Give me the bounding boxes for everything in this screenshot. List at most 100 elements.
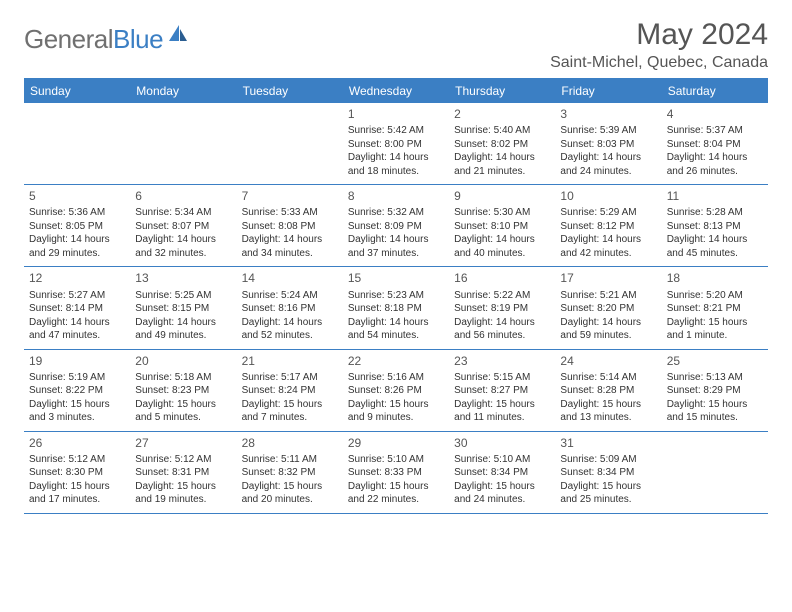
location-label: Saint-Michel, Quebec, Canada (550, 54, 768, 72)
daylight-line-2: and 3 minutes. (29, 411, 125, 425)
daylight-line-2: and 47 minutes. (29, 329, 125, 343)
sunrise-line: Sunrise: 5:12 AM (29, 453, 125, 467)
sunrise-line: Sunrise: 5:10 AM (454, 453, 550, 467)
daylight-line-1: Daylight: 15 hours (348, 398, 444, 412)
day-cell: 17Sunrise: 5:21 AMSunset: 8:20 PMDayligh… (555, 267, 661, 348)
calendar-grid: SundayMondayTuesdayWednesdayThursdayFrid… (24, 78, 768, 514)
empty-cell (237, 103, 343, 184)
daylight-line-1: Daylight: 14 hours (560, 233, 656, 247)
sunset-line: Sunset: 8:31 PM (135, 466, 231, 480)
sunset-line: Sunset: 8:21 PM (667, 302, 763, 316)
sunrise-line: Sunrise: 5:29 AM (560, 206, 656, 220)
day-number: 23 (454, 353, 550, 369)
daylight-line-1: Daylight: 14 hours (560, 316, 656, 330)
title-block: May 2024 Saint-Michel, Quebec, Canada (550, 18, 768, 72)
daylight-line-2: and 13 minutes. (560, 411, 656, 425)
day-number: 12 (29, 270, 125, 286)
day-number: 19 (29, 353, 125, 369)
daylight-line-1: Daylight: 14 hours (135, 233, 231, 247)
day-cell: 15Sunrise: 5:23 AMSunset: 8:18 PMDayligh… (343, 267, 449, 348)
day-number: 27 (135, 435, 231, 451)
sunrise-line: Sunrise: 5:11 AM (242, 453, 338, 467)
daylight-line-2: and 54 minutes. (348, 329, 444, 343)
sunrise-line: Sunrise: 5:27 AM (29, 289, 125, 303)
day-number: 25 (667, 353, 763, 369)
sunrise-line: Sunrise: 5:21 AM (560, 289, 656, 303)
week-row: 26Sunrise: 5:12 AMSunset: 8:30 PMDayligh… (24, 432, 768, 514)
sunset-line: Sunset: 8:24 PM (242, 384, 338, 398)
sunrise-line: Sunrise: 5:39 AM (560, 124, 656, 138)
sunrise-line: Sunrise: 5:12 AM (135, 453, 231, 467)
sunset-line: Sunset: 8:26 PM (348, 384, 444, 398)
sunrise-line: Sunrise: 5:32 AM (348, 206, 444, 220)
daylight-line-1: Daylight: 14 hours (242, 316, 338, 330)
daylight-line-1: Daylight: 14 hours (454, 233, 550, 247)
daylight-line-2: and 17 minutes. (29, 493, 125, 507)
day-cell: 24Sunrise: 5:14 AMSunset: 8:28 PMDayligh… (555, 350, 661, 431)
day-cell: 20Sunrise: 5:18 AMSunset: 8:23 PMDayligh… (130, 350, 236, 431)
day-cell: 4Sunrise: 5:37 AMSunset: 8:04 PMDaylight… (662, 103, 768, 184)
sunrise-line: Sunrise: 5:18 AM (135, 371, 231, 385)
day-number: 22 (348, 353, 444, 369)
weekday-header-row: SundayMondayTuesdayWednesdayThursdayFrid… (24, 80, 768, 103)
daylight-line-2: and 26 minutes. (667, 165, 763, 179)
sunset-line: Sunset: 8:29 PM (667, 384, 763, 398)
sunset-line: Sunset: 8:30 PM (29, 466, 125, 480)
daylight-line-1: Daylight: 15 hours (667, 316, 763, 330)
sunset-line: Sunset: 8:13 PM (667, 220, 763, 234)
day-cell: 1Sunrise: 5:42 AMSunset: 8:00 PMDaylight… (343, 103, 449, 184)
day-number: 26 (29, 435, 125, 451)
sunset-line: Sunset: 8:02 PM (454, 138, 550, 152)
day-cell: 26Sunrise: 5:12 AMSunset: 8:30 PMDayligh… (24, 432, 130, 513)
sunset-line: Sunset: 8:18 PM (348, 302, 444, 316)
day-cell: 2Sunrise: 5:40 AMSunset: 8:02 PMDaylight… (449, 103, 555, 184)
day-number: 5 (29, 188, 125, 204)
daylight-line-2: and 20 minutes. (242, 493, 338, 507)
day-cell: 6Sunrise: 5:34 AMSunset: 8:07 PMDaylight… (130, 185, 236, 266)
day-number: 29 (348, 435, 444, 451)
day-number: 2 (454, 106, 550, 122)
logo-text: GeneralBlue (24, 24, 163, 55)
daylight-line-2: and 21 minutes. (454, 165, 550, 179)
daylight-line-1: Daylight: 14 hours (454, 316, 550, 330)
day-cell: 8Sunrise: 5:32 AMSunset: 8:09 PMDaylight… (343, 185, 449, 266)
sunset-line: Sunset: 8:27 PM (454, 384, 550, 398)
sunrise-line: Sunrise: 5:33 AM (242, 206, 338, 220)
daylight-line-1: Daylight: 14 hours (667, 151, 763, 165)
daylight-line-1: Daylight: 15 hours (348, 480, 444, 494)
daylight-line-1: Daylight: 14 hours (348, 233, 444, 247)
sunrise-line: Sunrise: 5:28 AM (667, 206, 763, 220)
logo-text-2: Blue (113, 24, 163, 54)
day-cell: 9Sunrise: 5:30 AMSunset: 8:10 PMDaylight… (449, 185, 555, 266)
sunset-line: Sunset: 8:07 PM (135, 220, 231, 234)
sunset-line: Sunset: 8:19 PM (454, 302, 550, 316)
day-cell: 30Sunrise: 5:10 AMSunset: 8:34 PMDayligh… (449, 432, 555, 513)
sunset-line: Sunset: 8:14 PM (29, 302, 125, 316)
daylight-line-2: and 56 minutes. (454, 329, 550, 343)
daylight-line-1: Daylight: 14 hours (242, 233, 338, 247)
sunrise-line: Sunrise: 5:14 AM (560, 371, 656, 385)
day-cell: 3Sunrise: 5:39 AMSunset: 8:03 PMDaylight… (555, 103, 661, 184)
day-number: 7 (242, 188, 338, 204)
daylight-line-1: Daylight: 14 hours (135, 316, 231, 330)
daylight-line-2: and 45 minutes. (667, 247, 763, 261)
daylight-line-2: and 18 minutes. (348, 165, 444, 179)
daylight-line-2: and 40 minutes. (454, 247, 550, 261)
daylight-line-2: and 22 minutes. (348, 493, 444, 507)
sunset-line: Sunset: 8:12 PM (560, 220, 656, 234)
daylight-line-1: Daylight: 15 hours (242, 398, 338, 412)
sunset-line: Sunset: 8:33 PM (348, 466, 444, 480)
day-cell: 13Sunrise: 5:25 AMSunset: 8:15 PMDayligh… (130, 267, 236, 348)
day-cell: 21Sunrise: 5:17 AMSunset: 8:24 PMDayligh… (237, 350, 343, 431)
week-row: 1Sunrise: 5:42 AMSunset: 8:00 PMDaylight… (24, 103, 768, 185)
day-cell: 7Sunrise: 5:33 AMSunset: 8:08 PMDaylight… (237, 185, 343, 266)
day-number: 20 (135, 353, 231, 369)
daylight-line-2: and 37 minutes. (348, 247, 444, 261)
day-cell: 10Sunrise: 5:29 AMSunset: 8:12 PMDayligh… (555, 185, 661, 266)
week-row: 19Sunrise: 5:19 AMSunset: 8:22 PMDayligh… (24, 350, 768, 432)
sunrise-line: Sunrise: 5:40 AM (454, 124, 550, 138)
day-number: 16 (454, 270, 550, 286)
weekday-header-cell: Friday (555, 80, 661, 103)
header: GeneralBlue May 2024 Saint-Michel, Quebe… (24, 18, 768, 72)
sunset-line: Sunset: 8:20 PM (560, 302, 656, 316)
